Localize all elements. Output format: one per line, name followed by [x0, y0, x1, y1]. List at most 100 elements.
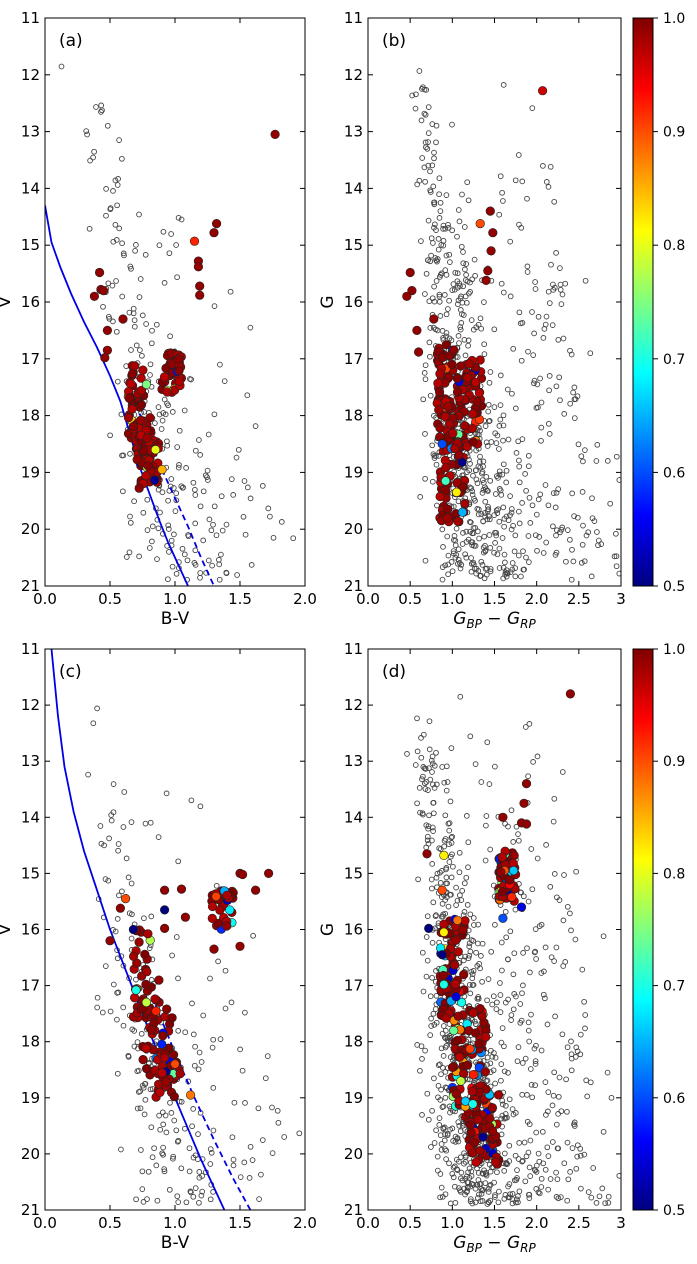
- member-star: [150, 475, 160, 485]
- field-star: [485, 408, 492, 415]
- field-star: [446, 251, 453, 258]
- field-star: [493, 507, 500, 514]
- field-star: [174, 444, 181, 450]
- colorbar-tick-label: 0.6: [663, 465, 685, 481]
- member-star: [161, 1077, 171, 1087]
- member-star: [488, 228, 498, 238]
- member-star: [508, 865, 519, 876]
- field-star: [237, 1174, 244, 1180]
- field-star: [498, 939, 505, 946]
- field-star: [207, 1161, 214, 1167]
- field-star: [429, 753, 436, 760]
- field-star: [204, 467, 211, 474]
- field-star: [545, 1153, 552, 1159]
- member-star: [453, 516, 463, 527]
- field-star: [569, 546, 575, 553]
- field-star: [517, 1019, 524, 1026]
- y-tick-label: 14: [344, 179, 363, 197]
- field-star: [429, 760, 436, 767]
- field-star: [443, 787, 450, 794]
- field-star: [453, 902, 459, 908]
- field-star: [513, 450, 520, 456]
- field-star: [467, 519, 474, 526]
- field-star: [436, 191, 442, 198]
- field-star: [587, 350, 594, 357]
- field-star: [555, 1111, 561, 1117]
- field-star: [567, 536, 573, 543]
- member-star: [475, 1003, 485, 1014]
- field-star: [98, 840, 105, 847]
- field-star: [182, 1029, 189, 1036]
- field-star: [559, 291, 566, 298]
- field-star: [532, 279, 538, 285]
- field-star: [477, 464, 484, 471]
- field-star: [418, 117, 425, 124]
- member-star: [448, 428, 458, 438]
- field-star: [106, 835, 112, 842]
- field-star: [469, 542, 475, 548]
- member-star: [134, 483, 144, 493]
- member-star: [473, 1115, 483, 1125]
- colorbar-gradient: [632, 17, 654, 587]
- field-star: [455, 297, 462, 304]
- field-star: [497, 487, 504, 494]
- member-star: [141, 379, 151, 390]
- field-star: [218, 551, 224, 558]
- field-star: [546, 300, 553, 306]
- field-star: [189, 1123, 195, 1130]
- field-star: [533, 1129, 540, 1136]
- field-star: [103, 212, 109, 219]
- field-star: [499, 1025, 506, 1031]
- field-star: [540, 163, 546, 169]
- field-star: [562, 280, 569, 287]
- field-star: [231, 1099, 238, 1106]
- field-star: [115, 989, 122, 996]
- member-star: [458, 482, 468, 492]
- field-star: [437, 1171, 444, 1177]
- field-star: [528, 1011, 534, 1018]
- field-star: [497, 992, 504, 998]
- field-star: [532, 948, 539, 955]
- field-star: [174, 1193, 181, 1200]
- field-star: [120, 452, 127, 459]
- field-star: [140, 509, 147, 516]
- field-star: [113, 278, 119, 284]
- field-star: [558, 301, 565, 307]
- y-tick-label: 21: [344, 577, 363, 595]
- member-star: [456, 361, 466, 371]
- y-tick-label: 16: [344, 293, 363, 311]
- field-star: [229, 1134, 236, 1141]
- field-star: [444, 1035, 451, 1041]
- field-star: [492, 1080, 498, 1087]
- field-star: [190, 1031, 197, 1038]
- field-star: [171, 531, 177, 538]
- field-star: [524, 263, 531, 270]
- field-star: [538, 1175, 545, 1182]
- field-star: [502, 1102, 509, 1109]
- field-star: [468, 539, 475, 545]
- field-star: [141, 915, 147, 922]
- field-star: [555, 1195, 562, 1202]
- field-star: [242, 1009, 248, 1016]
- field-star: [441, 779, 448, 786]
- field-star: [134, 1105, 141, 1112]
- field-star: [616, 477, 621, 483]
- field-star: [424, 1090, 431, 1097]
- field-star: [190, 479, 197, 486]
- field-star: [422, 111, 429, 118]
- field-star: [457, 693, 464, 700]
- field-star: [412, 105, 419, 112]
- field-star: [424, 837, 431, 844]
- field-star: [159, 1109, 166, 1116]
- field-star: [424, 957, 431, 964]
- field-star: [545, 184, 552, 190]
- field-star: [175, 214, 182, 221]
- field-star: [613, 563, 620, 570]
- field-star: [163, 790, 170, 797]
- field-star: [142, 820, 149, 827]
- field-star: [484, 997, 490, 1004]
- member-star: [160, 1053, 170, 1063]
- field-star: [419, 949, 426, 956]
- field-star: [487, 477, 494, 484]
- member-star: [264, 868, 274, 879]
